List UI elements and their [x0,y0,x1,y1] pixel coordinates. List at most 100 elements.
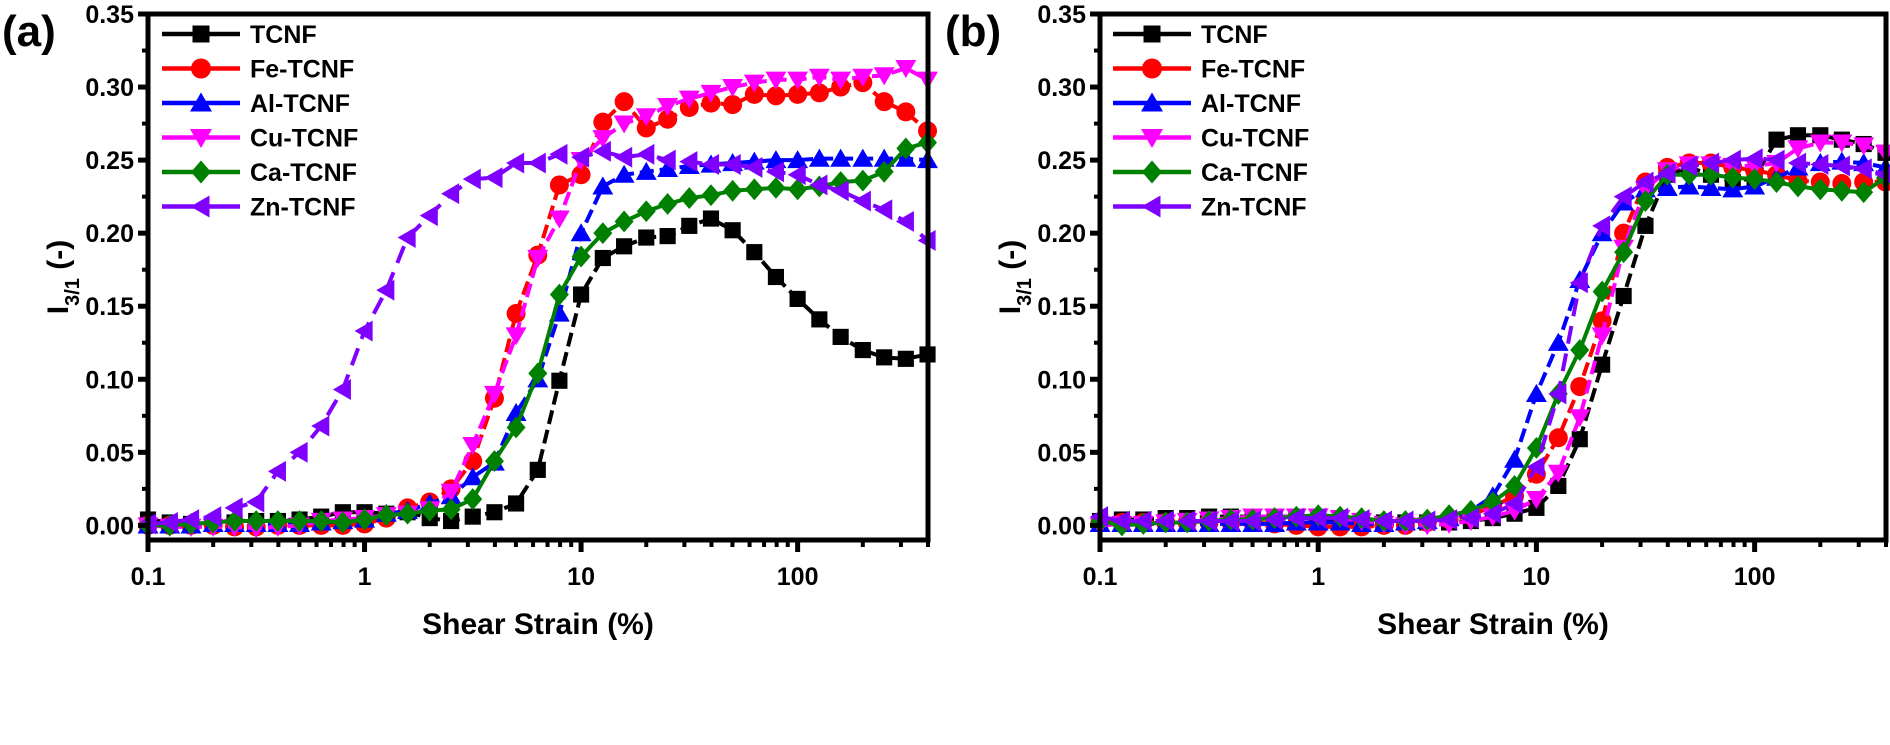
data-point [592,140,611,162]
x-tick-label: 0.1 [131,563,166,591]
data-point [246,510,266,532]
data-point [1637,217,1654,234]
data-point [1155,510,1174,532]
data-point [789,290,806,307]
data-point [1504,449,1526,468]
data-point [852,148,874,167]
data-point [1832,179,1852,202]
data-point [462,467,484,486]
data-point [1242,510,1261,532]
data-point [808,148,830,167]
data-point [1569,272,1588,294]
data-point [548,210,570,229]
data-point [1854,181,1874,204]
data-point [1701,152,1720,174]
data-point [616,238,633,255]
data-point [462,436,484,456]
legend-label: Cu-TCNF [1201,125,1309,153]
data-point [723,179,743,202]
data-point [1286,507,1305,529]
legend: TCNF Fe-TCNF Al-TCNF Cu-TCNF Ca-TCNF Zn-TCNF [1113,21,1309,222]
data-point [1744,148,1763,170]
series-zn-tcnf [138,140,936,535]
legend-marker-icon [190,92,212,112]
legend-item: TCNF [162,21,317,49]
data-point [505,327,527,346]
y-tick-label: 0.05 [1037,439,1086,467]
data-point [811,311,828,328]
data-point [486,504,503,521]
legend-item: Zn-TCNF [162,194,356,222]
data-point [722,154,741,175]
data-point [1547,332,1569,351]
data-point [614,92,634,112]
data-point [246,491,265,513]
data-point [376,504,396,527]
legend-label: Al-TCNF [250,90,350,118]
data-point [571,165,591,185]
data-point [1351,509,1370,530]
data-point [744,178,764,201]
data-point [896,102,916,122]
x-tick-label: 1 [358,563,372,591]
data-point [376,279,395,301]
data-point [657,158,679,177]
y-tick-label: 0.20 [85,220,134,248]
data-point [463,488,483,511]
data-point [723,95,743,115]
data-point [571,146,590,168]
legend-item: Cu-TCNF [162,125,358,153]
legend-marker-icon [1141,195,1161,218]
data-point [895,59,917,79]
data-point [765,161,785,183]
data-point [528,362,548,385]
data-point [594,249,611,267]
data-point [551,372,568,389]
data-point [1615,287,1632,305]
data-point [1809,134,1831,153]
data-point [549,143,568,165]
data-point [895,211,914,232]
data-point [592,176,614,195]
data-point [333,511,353,534]
y-tick-label: 0.35 [85,1,134,29]
data-point [830,180,849,202]
data-point [1548,428,1568,448]
legend-item: Ca-TCNF [162,159,357,187]
data-point [1264,509,1283,530]
data-point [702,210,720,227]
data-point [527,249,549,268]
data-point [1526,456,1545,478]
data-point [831,171,851,193]
data-point [1853,158,1872,180]
data-point [896,137,916,160]
data-point [678,90,700,109]
data-point [549,175,569,195]
data-point [765,71,787,90]
x-tick-label: 100 [777,563,819,591]
y-tick-label: 0.00 [85,512,134,540]
data-point [159,512,178,533]
data-point [181,509,200,530]
data-point [1853,137,1875,156]
data-point [203,511,223,534]
data-point [1788,175,1808,198]
data-point [1526,437,1546,459]
panel-label: (a) [2,7,56,56]
legend-marker-icon [192,25,210,43]
series-zn-tcnf [1090,148,1890,532]
data-point [224,497,243,519]
data-point [1701,163,1721,186]
x-axis-title: Shear Strain (%) [1377,608,1609,641]
data-point [1810,154,1829,175]
data-point [1767,171,1787,193]
legend-item: TCNF [1113,21,1268,49]
data-point [679,151,698,173]
legend-item: Ca-TCNF [1113,159,1308,187]
legend-item: Al-TCNF [162,90,350,118]
data-point [484,167,503,189]
data-point [701,184,721,207]
y-tick-label: 0.10 [85,366,134,394]
data-point [787,71,809,90]
data-point [635,108,657,127]
